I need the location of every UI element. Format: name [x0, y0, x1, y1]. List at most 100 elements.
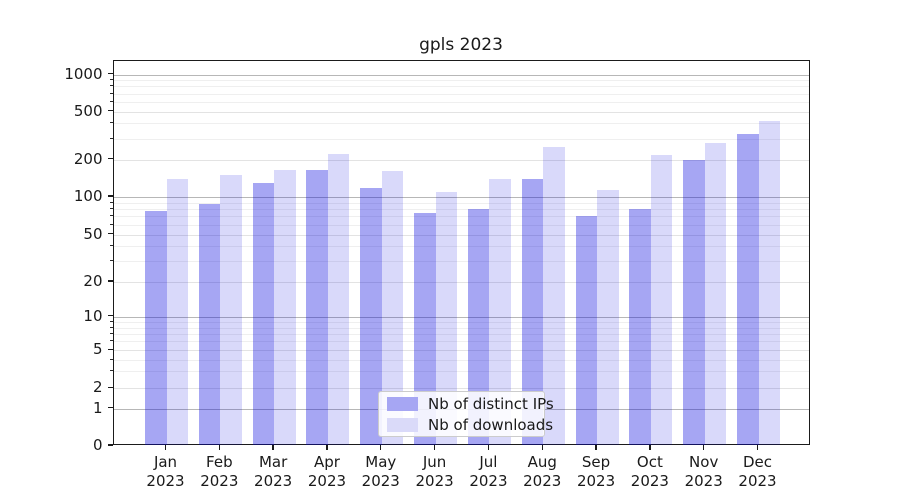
- major-gridline: [113, 388, 809, 390]
- x-tick-mark: [380, 445, 382, 450]
- x-tick-label-feb: Feb 2023: [200, 453, 239, 490]
- bar-distinct-ips-jun: [414, 213, 436, 445]
- bar-distinct-ips-apr: [306, 169, 328, 445]
- minor-gridline: [113, 101, 809, 103]
- major-gridline: [113, 74, 809, 76]
- y-tick-label: 1000: [64, 64, 103, 83]
- y-tick-mark: [107, 348, 113, 350]
- bar-downloads-nov: [704, 142, 727, 445]
- chart-title: gpls 2023: [419, 35, 503, 55]
- y-minor-tick-mark: [109, 201, 113, 203]
- minor-gridline: [113, 333, 809, 335]
- bar-downloads-dec: [758, 121, 781, 445]
- y-minor-tick-mark: [109, 92, 113, 94]
- y-tick-mark: [107, 315, 113, 317]
- bar-downloads-apr: [327, 154, 350, 445]
- bar-downloads-feb: [220, 175, 242, 445]
- x-tick-mark: [649, 445, 651, 450]
- x-tick-mark: [487, 445, 490, 450]
- y-tick-label: 500: [73, 101, 103, 120]
- y-tick-mark: [107, 72, 113, 75]
- y-minor-tick-mark: [109, 100, 113, 102]
- y-minor-tick-mark: [109, 85, 113, 87]
- x-tick-mark: [595, 445, 597, 450]
- bar-downloads-may: [381, 170, 404, 445]
- y-minor-tick-mark: [109, 79, 113, 81]
- x-tick-label-jul: Jul 2023: [469, 453, 508, 490]
- minor-gridline: [113, 321, 809, 323]
- legend-label-downloads: Nb of downloads: [428, 415, 554, 434]
- major-gridline: [113, 197, 809, 198]
- minor-gridline: [113, 216, 809, 218]
- major-gridline: [113, 316, 809, 318]
- x-tick-mark: [703, 445, 705, 450]
- major-gridline: [113, 282, 809, 283]
- minor-gridline: [113, 202, 809, 204]
- x-tick-label-mar: Mar 2023: [254, 453, 293, 490]
- legend: Nb of distinct IPs Nb of downloads: [378, 391, 554, 437]
- minor-gridline: [113, 93, 809, 95]
- y-tick-label: 2: [92, 378, 103, 397]
- y-tick-mark: [107, 158, 113, 160]
- bar-distinct-ips-may: [360, 187, 382, 445]
- y-tick-label: 5: [92, 340, 103, 359]
- y-tick-label: 0: [92, 436, 103, 454]
- y-minor-tick-mark: [109, 358, 113, 360]
- x-tick-mark: [541, 445, 543, 450]
- y-minor-tick-mark: [109, 340, 113, 342]
- y-minor-tick-mark: [109, 259, 113, 261]
- x-tick-label-dec: Dec 2023: [738, 453, 777, 490]
- y-minor-tick-mark: [109, 370, 113, 372]
- minor-gridline: [113, 224, 809, 226]
- major-gridline: [113, 234, 809, 236]
- legend-item-distinct-ips: Nb of distinct IPs: [379, 395, 554, 413]
- y-tick-mark: [107, 280, 113, 282]
- bar-distinct-ips-mar: [252, 183, 275, 445]
- bar-distinct-ips-feb: [198, 203, 221, 445]
- minor-gridline: [113, 327, 809, 329]
- bar-downloads-jan: [166, 179, 188, 445]
- bar-downloads-mar: [274, 169, 296, 445]
- major-gridline: [113, 350, 809, 352]
- minor-gridline: [113, 123, 809, 125]
- x-tick-label-jan: Jan 2023: [146, 453, 185, 490]
- bar-downloads-sep: [597, 190, 619, 445]
- bar-distinct-ips-oct: [629, 209, 651, 445]
- y-minor-tick-mark: [109, 137, 113, 139]
- legend-swatch-distinct-ips: [387, 396, 418, 411]
- x-tick-mark: [756, 445, 759, 450]
- bar-downloads-aug: [543, 147, 565, 445]
- x-tick-mark: [164, 445, 167, 450]
- y-tick-mark: [107, 195, 113, 197]
- y-tick-label: 50: [83, 224, 103, 243]
- y-minor-tick-mark: [109, 326, 113, 328]
- plot-area: [112, 59, 810, 445]
- minor-gridline: [113, 246, 809, 248]
- x-tick-label-aug: Aug 2023: [523, 453, 562, 490]
- y-tick-label: 100: [73, 187, 103, 205]
- major-gridline: [113, 159, 809, 161]
- y-tick-mark: [107, 386, 113, 388]
- legend-label-distinct-ips: Nb of distinct IPs: [428, 394, 554, 413]
- y-minor-tick-mark: [109, 122, 113, 124]
- bar-distinct-ips-aug: [521, 178, 544, 445]
- legend-swatch-downloads: [387, 417, 418, 432]
- y-tick-label: 200: [73, 149, 103, 168]
- y-minor-tick-mark: [109, 215, 113, 217]
- y-minor-tick-mark: [109, 332, 113, 334]
- minor-gridline: [113, 341, 809, 343]
- minor-gridline: [113, 371, 809, 373]
- x-tick-mark: [326, 445, 328, 450]
- major-gridline: [113, 111, 809, 113]
- y-tick-mark: [107, 444, 113, 446]
- bar-distinct-ips-sep: [575, 216, 598, 445]
- y-tick-mark: [107, 232, 113, 235]
- bar-downloads-jun: [435, 192, 458, 445]
- x-tick-mark: [272, 445, 274, 450]
- y-minor-tick-mark: [109, 320, 113, 322]
- x-tick-label-apr: Apr 2023: [307, 453, 347, 490]
- y-tick-label: 10: [83, 306, 103, 325]
- x-tick-mark: [218, 445, 220, 450]
- x-tick-mark: [433, 445, 436, 450]
